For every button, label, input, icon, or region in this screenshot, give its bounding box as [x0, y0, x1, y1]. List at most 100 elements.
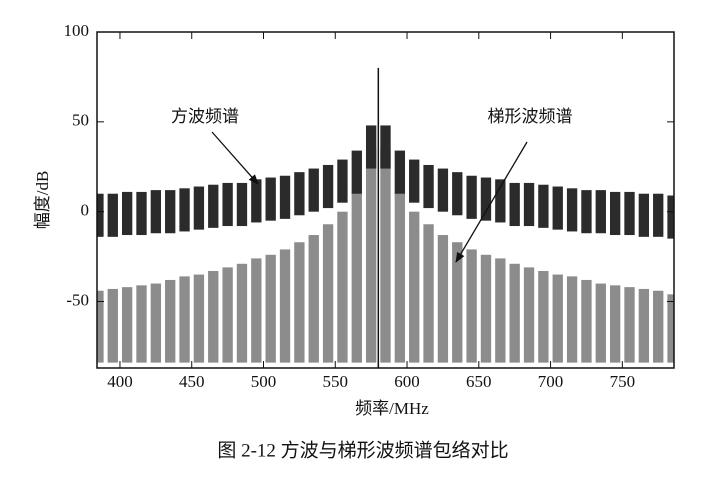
plot-marks	[97, 67, 674, 368]
spectrum-band	[495, 258, 506, 363]
spectrum-band	[380, 148, 391, 363]
spectrum-band	[624, 191, 635, 236]
spectrum-band	[595, 190, 606, 234]
spectrum-band	[495, 179, 506, 223]
spectrum-band	[265, 254, 276, 363]
spectrum-band	[337, 159, 348, 203]
x-tick-label: 650	[466, 372, 492, 391]
spectrum-band	[179, 188, 190, 232]
y-axis-label: 幅度/dB	[33, 171, 52, 230]
spectrum-band	[566, 276, 578, 363]
x-axis-label: 频率/MHz	[355, 399, 429, 418]
spectrum-band	[279, 175, 291, 219]
annotation: 方波频谱	[171, 107, 239, 126]
spectrum-band	[121, 191, 133, 236]
spectrum-band	[380, 125, 391, 169]
spectrum-band	[566, 188, 578, 232]
annotation-arrow	[211, 131, 259, 185]
spectrum-band	[409, 159, 420, 203]
spectrum-band	[150, 283, 162, 363]
plot-frame	[96, 31, 675, 369]
spectrum-band	[136, 285, 147, 363]
spectrum-band	[251, 258, 262, 363]
spectrum-band	[208, 184, 219, 228]
spectrum-band	[322, 224, 334, 363]
spectrum-band	[150, 190, 162, 234]
spectrum-band	[552, 274, 563, 363]
spectrum-band	[466, 249, 477, 363]
x-tick-label: 600	[394, 372, 420, 391]
y-tick-label: 100	[64, 21, 90, 40]
spectrum-band	[97, 290, 104, 363]
spectrum-band	[308, 168, 319, 212]
spectrum-band	[165, 279, 176, 363]
spectrum-band	[667, 294, 674, 363]
spectrum-band	[581, 279, 592, 363]
spectrum-band	[179, 276, 190, 363]
y-tick-label: 0	[81, 201, 90, 220]
spectrum-band	[638, 288, 650, 363]
spectrum-band	[251, 179, 262, 223]
spectrum-band	[523, 267, 535, 363]
spectrum-band	[279, 249, 291, 363]
spectrum-band	[208, 270, 219, 363]
caption: 图 2-12 方波与梯形波频谱包络对比	[217, 439, 508, 461]
spectrum-band	[538, 184, 549, 228]
spectrum-band	[236, 263, 248, 363]
spectrum-band	[351, 191, 362, 363]
spectrum-band	[437, 168, 449, 212]
spectrum-band	[97, 193, 104, 237]
spectrum-band	[667, 195, 674, 239]
spectrum-band	[165, 190, 176, 234]
spectrum-band	[394, 191, 406, 363]
spectrum-band	[480, 254, 492, 363]
x-tick-label: 500	[251, 372, 277, 391]
spectrum-band	[394, 150, 406, 194]
spectrum-band	[107, 193, 118, 237]
spectrum-band	[365, 125, 377, 169]
spectrum-band	[423, 224, 434, 363]
spectrum-band	[222, 182, 233, 227]
spectrum-band	[193, 186, 205, 230]
x-tick-label: 700	[538, 372, 564, 391]
spectrum-band	[437, 235, 449, 363]
spectrum-band	[107, 288, 118, 363]
x-tick-label: 400	[107, 372, 133, 391]
spectrum-band	[595, 283, 606, 363]
spectrum-band	[509, 182, 520, 227]
spectrum-band	[423, 164, 434, 209]
spectrum-band	[552, 186, 563, 230]
spectrum-band	[538, 270, 549, 363]
spectrum-band	[409, 211, 420, 363]
spectrum-band	[294, 242, 305, 363]
spectrum-band	[351, 150, 362, 194]
spectrum-band	[480, 177, 492, 221]
spectrum-band	[581, 190, 592, 234]
spectrum-band	[609, 191, 621, 236]
spectrum-band	[365, 148, 377, 363]
spectrum-band	[653, 290, 664, 363]
spectrum-band	[466, 175, 477, 219]
spectrum-band	[609, 285, 621, 363]
spectrum-band	[653, 193, 664, 237]
spectrum-band	[509, 263, 520, 363]
spectrum-band	[136, 191, 147, 236]
spectrum-band	[523, 182, 535, 227]
annotation-arrow	[455, 141, 528, 263]
spectrum-band	[452, 172, 463, 216]
spectrum-band	[236, 182, 248, 227]
x-tick-label: 750	[610, 372, 636, 391]
spectrum-band	[322, 164, 334, 209]
spectrum-band	[337, 211, 348, 363]
y-tick-label: -50	[66, 290, 89, 309]
spectrum-band	[265, 177, 276, 221]
y-tick-label: 50	[72, 111, 89, 130]
spectrum-band	[452, 242, 463, 363]
spectrum-band	[624, 287, 635, 363]
spectrum-band	[308, 235, 319, 363]
x-tick-label: 550	[323, 372, 349, 391]
x-tick-label: 450	[179, 372, 205, 391]
spectrum-band	[294, 172, 305, 216]
spectrum-band	[222, 267, 233, 363]
